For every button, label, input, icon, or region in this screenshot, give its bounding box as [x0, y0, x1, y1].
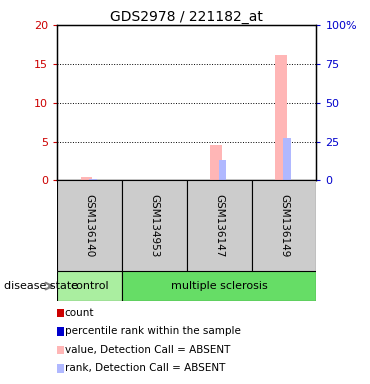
Text: GSM136140: GSM136140 [85, 194, 95, 257]
Text: GSM134953: GSM134953 [149, 194, 159, 257]
Text: control: control [70, 281, 109, 291]
Bar [81, 177, 92, 180]
Text: count: count [65, 308, 94, 318]
Text: percentile rank within the sample: percentile rank within the sample [65, 326, 240, 336]
Text: rank, Detection Call = ABSENT: rank, Detection Call = ABSENT [65, 363, 225, 373]
Bar [275, 55, 287, 180]
Bar [210, 146, 222, 180]
Title: GDS2978 / 221182_at: GDS2978 / 221182_at [110, 10, 263, 24]
Text: disease state: disease state [4, 281, 78, 291]
Bar [252, 180, 316, 271]
Bar [57, 180, 122, 271]
Text: GSM136147: GSM136147 [214, 194, 224, 257]
Bar [187, 180, 252, 271]
Bar [57, 271, 122, 301]
Text: multiple sclerosis: multiple sclerosis [171, 281, 268, 291]
Bar [283, 139, 291, 180]
Bar [122, 180, 187, 271]
Bar [219, 160, 226, 180]
Text: GSM136149: GSM136149 [279, 194, 289, 257]
Text: value, Detection Call = ABSENT: value, Detection Call = ABSENT [65, 345, 230, 355]
Bar [89, 179, 97, 180]
Bar [122, 271, 316, 301]
